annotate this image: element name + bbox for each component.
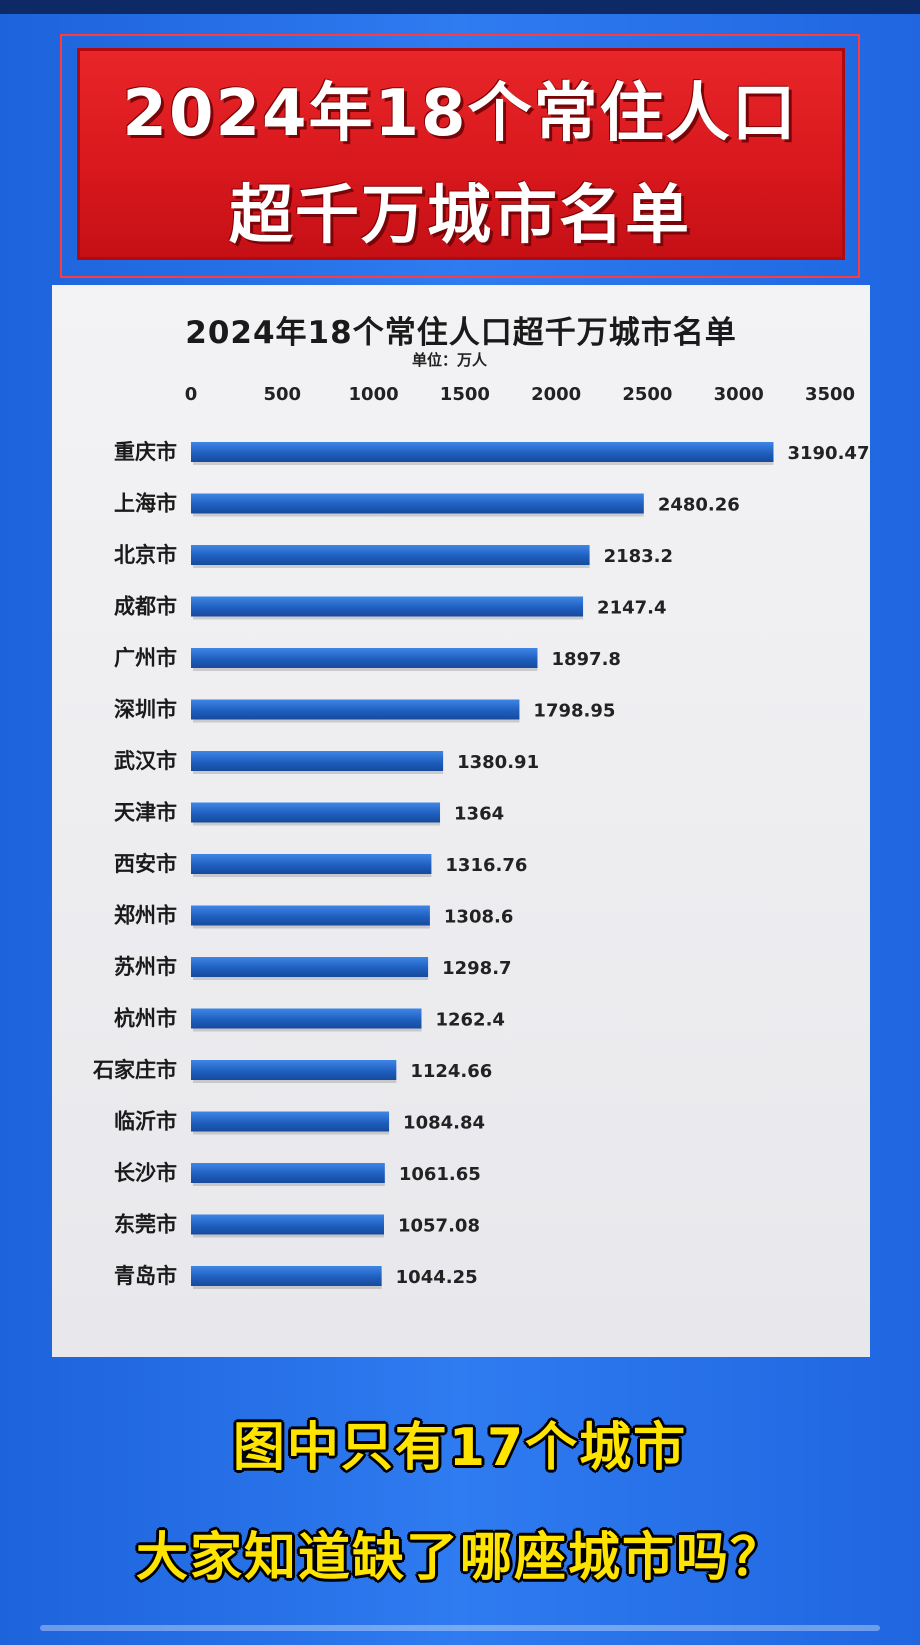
value-label: 1057.08 bbox=[398, 1216, 480, 1237]
chart-title: 2024年18个常住人口超千万城市名单 bbox=[185, 315, 737, 351]
bar-shadow bbox=[193, 1028, 422, 1032]
category-label: 苏州市 bbox=[114, 955, 177, 979]
x-tick-label: 3500 bbox=[805, 384, 855, 405]
bar bbox=[191, 1008, 422, 1029]
value-label: 1084.84 bbox=[403, 1113, 485, 1134]
category-label: 武汉市 bbox=[114, 749, 177, 773]
value-label: 1364 bbox=[454, 804, 504, 825]
banner-title-line-1: 2024年18个常住人口 bbox=[122, 77, 798, 151]
category-label: 成都市 bbox=[114, 595, 177, 619]
category-label: 杭州市 bbox=[114, 1007, 177, 1031]
title-banner bbox=[80, 51, 842, 257]
value-label: 2183.2 bbox=[604, 546, 673, 567]
caption-line-2: 大家知道缺了哪座城市吗？ bbox=[135, 1528, 784, 1588]
bar bbox=[191, 699, 520, 720]
x-tick-label: 0 bbox=[185, 384, 198, 405]
bar bbox=[191, 1214, 384, 1235]
category-label: 重庆市 bbox=[114, 440, 177, 464]
x-tick-label: 2500 bbox=[622, 384, 672, 405]
bar-shadow bbox=[193, 1131, 390, 1135]
bar bbox=[191, 854, 432, 874]
bar bbox=[191, 493, 644, 514]
value-label: 1897.8 bbox=[551, 649, 620, 670]
category-label: 石家庄市 bbox=[92, 1058, 177, 1082]
value-label: 3190.47 bbox=[787, 443, 869, 464]
bar-shadow bbox=[193, 1286, 382, 1289]
bar-shadow bbox=[193, 874, 432, 877]
category-label: 深圳市 bbox=[114, 698, 177, 722]
chart-panel: 2024年18个常住人口超千万城市名单 单位：万人 0 500 1000 1500 20… bbox=[52, 285, 870, 1357]
bar-shadow bbox=[193, 977, 429, 980]
value-label: 1124.66 bbox=[410, 1061, 492, 1082]
bar bbox=[191, 802, 441, 823]
bar-shadow bbox=[193, 925, 430, 929]
bar bbox=[191, 751, 444, 771]
x-tick-label: 1500 bbox=[440, 384, 490, 405]
bar-shadow bbox=[193, 565, 590, 568]
value-label: 1316.76 bbox=[445, 855, 527, 876]
category-label: 东莞市 bbox=[114, 1213, 177, 1237]
category-label: 广州市 bbox=[114, 646, 177, 670]
category-label: 西安市 bbox=[114, 852, 177, 876]
bar-shadow bbox=[193, 1080, 397, 1083]
bar-shadow bbox=[193, 513, 644, 517]
bar-chart: 0 500 1000 1500 2000 2500 3000 3500 重庆市 3190.47 上海… bbox=[92, 384, 869, 1289]
value-label: 2147.4 bbox=[597, 598, 666, 619]
category-label: 青岛市 bbox=[114, 1264, 177, 1288]
bar-shadow bbox=[193, 616, 584, 620]
bar bbox=[191, 1111, 390, 1132]
category-label: 长沙市 bbox=[114, 1161, 177, 1185]
bar-shadow bbox=[193, 462, 774, 465]
category-label: 北京市 bbox=[114, 543, 177, 567]
x-tick-label: 1000 bbox=[349, 384, 399, 405]
bar-shadow bbox=[193, 1234, 384, 1238]
banner-title-line-2: 超千万城市名单 bbox=[229, 179, 691, 253]
value-label: 1044.25 bbox=[396, 1267, 478, 1288]
category-label: 临沂市 bbox=[114, 1110, 177, 1134]
bar bbox=[191, 1266, 382, 1286]
bar bbox=[191, 596, 584, 617]
bar-shadow bbox=[193, 822, 441, 826]
category-label: 郑州市 bbox=[114, 904, 177, 928]
bar bbox=[191, 1163, 385, 1183]
x-tick-label: 2000 bbox=[531, 384, 581, 405]
caption-line-1: 图中只有17个城市 bbox=[232, 1418, 688, 1478]
bar bbox=[191, 442, 774, 462]
category-label: 上海市 bbox=[114, 492, 177, 516]
x-tick-label: 3000 bbox=[714, 384, 764, 405]
value-label: 1061.65 bbox=[399, 1164, 481, 1185]
bar bbox=[191, 1060, 397, 1080]
category-label: 天津市 bbox=[114, 801, 177, 825]
value-label: 2480.26 bbox=[658, 495, 740, 516]
value-label: 1798.95 bbox=[533, 701, 615, 722]
value-label: 1380.91 bbox=[457, 752, 539, 773]
value-label: 1308.6 bbox=[444, 907, 513, 928]
value-label: 1298.7 bbox=[442, 958, 511, 979]
bottom-bar bbox=[40, 1625, 880, 1631]
chart-unit-label: 单位：万人 bbox=[412, 351, 488, 369]
bar bbox=[191, 648, 538, 668]
bar bbox=[191, 905, 430, 926]
bar-shadow bbox=[193, 1183, 385, 1186]
x-tick-label: 500 bbox=[263, 384, 301, 405]
banner-frame bbox=[60, 34, 860, 278]
bar bbox=[191, 545, 590, 565]
top-strip bbox=[0, 0, 920, 14]
bar-shadow bbox=[193, 719, 520, 723]
value-label: 1262.4 bbox=[435, 1010, 504, 1031]
bar-shadow bbox=[193, 668, 538, 671]
bar bbox=[191, 957, 429, 977]
bar-shadow bbox=[193, 771, 444, 774]
